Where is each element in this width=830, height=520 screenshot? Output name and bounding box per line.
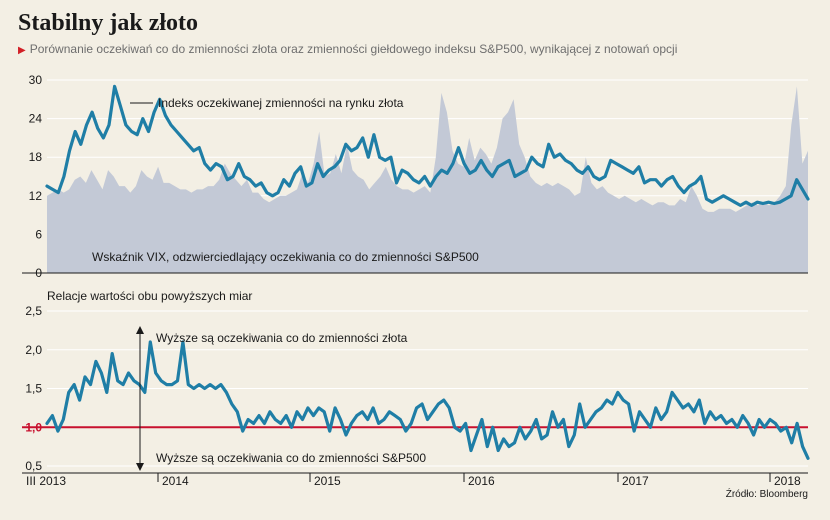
- bottom-y-tick-label: 0,5: [25, 459, 42, 473]
- x-tick-label: 2018: [774, 474, 801, 488]
- source-note: Źródło: Bloomberg: [726, 487, 808, 500]
- top-y-tick-label: 18: [29, 150, 43, 164]
- arrow-down-icon: [136, 463, 144, 471]
- bottom-y-tick-label: 1,5: [25, 382, 42, 396]
- x-tick-label: 2015: [314, 474, 341, 488]
- x-tick-label: 2017: [622, 474, 649, 488]
- chart-subtitle: ▶ Porównanie oczekiwań co do zmienności z…: [18, 42, 677, 56]
- triangle-bullet-icon: ▶: [18, 45, 26, 56]
- x-tick-label: III 2013: [26, 474, 66, 488]
- vix-area: [47, 86, 808, 274]
- ratio-line: [45, 340, 810, 460]
- bottom-gridlines: [47, 310, 808, 467]
- top-y-tick-label: 24: [29, 112, 43, 126]
- bottom-y-tick-label: 1,0: [25, 420, 42, 434]
- gold-annotation: Indeks oczekiwanej zmienności na rynku z…: [158, 96, 404, 110]
- gold-volatility-line: [45, 84, 810, 207]
- sp500-higher-annotation: Wyższe są oczekiwania co do zmienności S…: [156, 451, 426, 465]
- top-y-tick-label: 12: [29, 189, 43, 203]
- top-y-tick-label: 6: [35, 227, 42, 241]
- x-tick-label: 2014: [162, 474, 189, 488]
- x-axis-ticks: III 2013 2014 2015 2016 2017 2018: [22, 472, 808, 488]
- bottom-y-tick-label: 2,0: [25, 343, 42, 357]
- chart-title: Stabilny jak złoto: [18, 10, 199, 36]
- top-y-tick-label: 30: [29, 73, 43, 87]
- vix-annotation: Wskaźnik VIX, odzwierciedlający oczekiwa…: [92, 250, 479, 264]
- bottom-panel-title: Relacje wartości obu powyższych miar: [47, 289, 252, 303]
- x-tick-label: 2016: [468, 474, 495, 488]
- bottom-y-ticks: 0,5 1,0 1,5 2,0 2,5: [25, 304, 42, 473]
- subtitle-text: Porównanie oczekiwań co do zmienności zł…: [29, 42, 678, 56]
- gold-higher-annotation: Wyższe są oczekiwania co do zmienności z…: [156, 331, 408, 345]
- bottom-y-tick-label: 2,5: [25, 304, 42, 318]
- arrow-up-icon: [136, 326, 144, 334]
